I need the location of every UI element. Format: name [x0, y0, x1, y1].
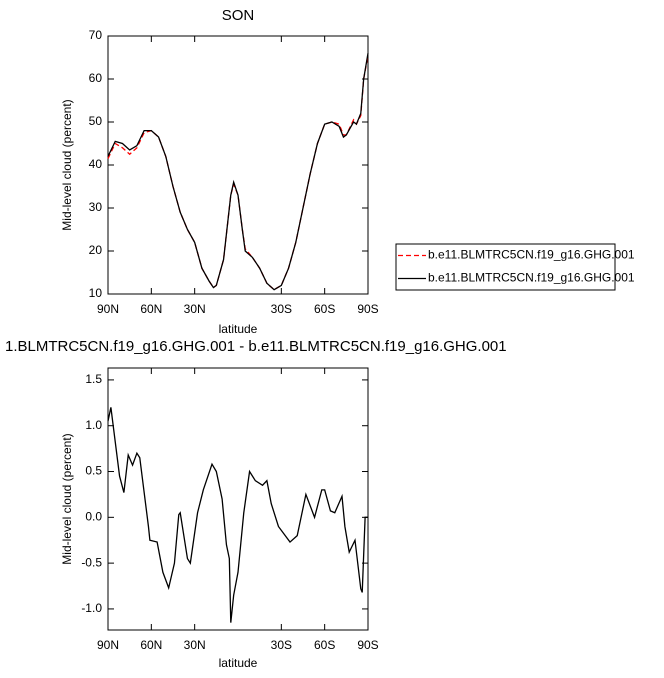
- y-tick-label: 60: [89, 71, 103, 85]
- x-tick-label: 30N: [184, 638, 206, 652]
- y-tick-label: 40: [89, 157, 103, 171]
- chart-title: 1.BLMTRC5CN.f19_g16.GHG.001 - b.e11.BLMT…: [5, 338, 507, 355]
- y-tick-label: 1.5: [85, 372, 102, 386]
- y-tick-label: 1.0: [85, 418, 102, 432]
- data-line: [107, 55, 369, 291]
- x-tick-label: 30S: [271, 638, 292, 652]
- x-tick-label: 60N: [140, 638, 162, 652]
- x-tick-label: 60N: [140, 302, 162, 316]
- x-tick-label: 90S: [357, 638, 378, 652]
- y-tick-label: 20: [89, 243, 103, 257]
- x-tick-label: 60S: [314, 638, 335, 652]
- x-tick-label: 60S: [314, 302, 335, 316]
- data-line: [107, 407, 368, 623]
- x-tick-label: 30S: [271, 302, 292, 316]
- x-tick-label: 90S: [357, 302, 378, 316]
- legend-label: b.e11.BLMTRC5CN.f19_g16.GHG.001: [428, 248, 635, 262]
- y-axis-label: Mid-level cloud (percent): [60, 433, 74, 564]
- y-tick-label: 70: [89, 28, 103, 42]
- x-axis-label: latitude: [219, 656, 258, 670]
- data-line: [107, 53, 369, 291]
- legend-box: [395, 243, 616, 291]
- plot-frame: [107, 367, 369, 631]
- chart-title: SON: [222, 7, 255, 24]
- y-tick-label: 0.5: [85, 464, 102, 478]
- y-axis-label: Mid-level cloud (percent): [60, 99, 74, 230]
- legend-label: b.e11.BLMTRC5CN.f19_g16.GHG.001: [428, 271, 635, 285]
- y-tick-label: 50: [89, 114, 103, 128]
- y-tick-label: -1.0: [81, 601, 102, 615]
- x-tick-label: 30N: [184, 302, 206, 316]
- x-tick-label: 90N: [97, 302, 119, 316]
- y-tick-label: 0.0: [85, 509, 102, 523]
- y-tick-label: 30: [89, 200, 103, 214]
- y-tick-label: -0.5: [81, 555, 102, 569]
- x-tick-label: 90N: [97, 638, 119, 652]
- plot-frame: [107, 35, 369, 295]
- x-axis-label: latitude: [219, 322, 258, 336]
- y-tick-label: 10: [89, 286, 103, 300]
